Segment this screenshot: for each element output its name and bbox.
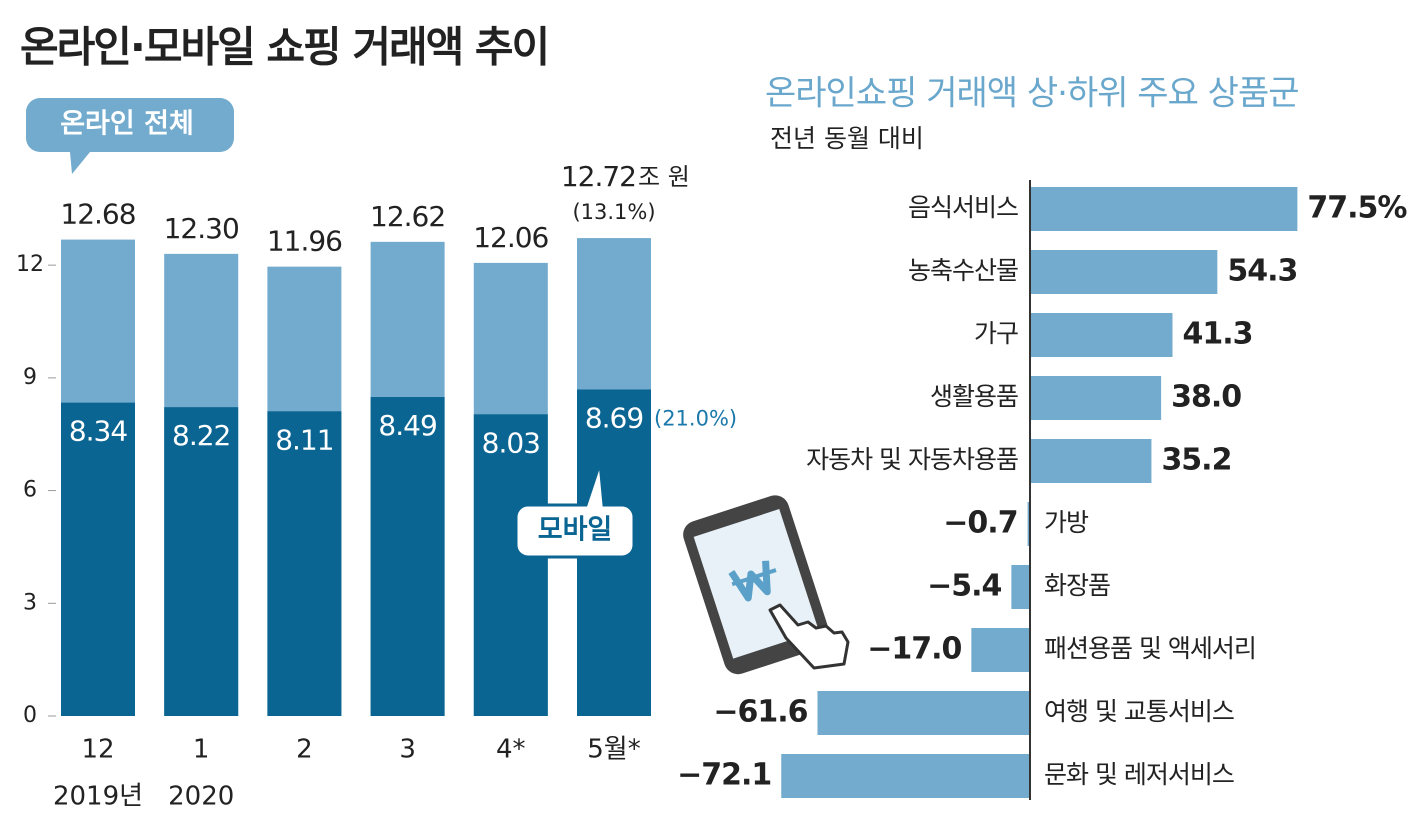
category-label: 생활용품 <box>930 382 1018 411</box>
category-label: 음식서비스 <box>908 193 1018 222</box>
y-tick-label: 9 <box>23 365 37 390</box>
value-label: 35.2 <box>1161 443 1231 478</box>
chart-title: 온라인·모바일 쇼핑 거래액 추이 <box>20 23 548 72</box>
chart-subtitle: 전년 동월 대비 <box>770 124 924 153</box>
value-label: 8.22 <box>172 419 230 452</box>
unit-label: 조 원 <box>638 163 690 191</box>
category-label: 패션용품 및 액세서리 <box>1044 634 1256 663</box>
x-tick-label: 3 <box>399 735 416 765</box>
x-sublabel: 2019년 <box>53 782 143 812</box>
x-tick-label: 5월* <box>587 735 640 765</box>
bar <box>1030 439 1152 483</box>
bar <box>1011 565 1030 609</box>
value-label: 11.96 <box>267 225 342 258</box>
value-label: 8.69 <box>585 402 643 435</box>
x-tick-label: 1 <box>193 735 210 765</box>
x-tick-label: 2 <box>296 735 313 765</box>
bar <box>1030 187 1298 231</box>
category-label: 가방 <box>1044 508 1089 537</box>
legend-label: 모바일 <box>538 515 613 546</box>
legend-label: 온라인 전체 <box>60 109 194 140</box>
category-label: 문화 및 레저서비스 <box>1044 760 1234 789</box>
value-label: 8.11 <box>275 423 333 456</box>
y-tick-label: 3 <box>23 590 37 615</box>
phone-icon <box>683 495 850 675</box>
value-label: 54.3 <box>1227 254 1297 289</box>
value-label: −72.1 <box>677 758 771 793</box>
value-label: −17.0 <box>867 632 961 667</box>
legend-callout <box>514 462 636 559</box>
y-tick-label: 6 <box>23 478 37 503</box>
value-label: 41.3 <box>1182 317 1252 352</box>
bar <box>1027 502 1030 546</box>
value-label: 12.30 <box>164 212 239 245</box>
value-label: 12.68 <box>60 198 135 231</box>
x-sublabel: 2020 <box>168 782 234 812</box>
bar <box>1030 313 1173 357</box>
category-label: 가구 <box>974 319 1018 348</box>
x-tick-label: 12 <box>81 735 114 765</box>
value-label: 8.49 <box>378 409 436 442</box>
bar <box>61 402 135 716</box>
value-label: −0.7 <box>943 506 1017 541</box>
note: (13.1%) <box>572 200 655 224</box>
chart-title: 온라인쇼핑 거래액 상·하위 주요 상품군 <box>765 74 1299 114</box>
value-label: 8.03 <box>482 426 540 459</box>
value-label: 12.62 <box>370 200 445 233</box>
y-tick-label: 0 <box>23 703 37 728</box>
y-tick-label: 12 <box>16 252 44 277</box>
value-label: −61.6 <box>713 695 807 730</box>
value-label: −5.4 <box>927 569 1001 604</box>
bar <box>817 691 1030 735</box>
bar <box>1030 250 1218 294</box>
bar <box>164 407 239 716</box>
value-label: 38.0 <box>1171 380 1241 415</box>
note: (21.0%) <box>654 407 737 431</box>
bar <box>370 397 445 716</box>
bar <box>971 628 1030 672</box>
value-label: 8.34 <box>69 415 128 448</box>
value-label: 77.5% <box>1307 191 1407 226</box>
bar <box>1030 376 1162 420</box>
category-label: 농축수산물 <box>908 256 1018 285</box>
x-tick-label: 4* <box>496 735 526 765</box>
category-label: 여행 및 교통서비스 <box>1044 697 1234 726</box>
category-label: 자동차 및 자동차용품 <box>806 445 1018 474</box>
bar <box>473 414 548 716</box>
bar <box>781 754 1030 798</box>
bar <box>267 411 342 716</box>
value-label: 12.06 <box>473 221 548 254</box>
value-label: 12.72 <box>561 160 636 193</box>
category-label: 화장품 <box>1044 571 1110 600</box>
legend-callout <box>26 98 234 174</box>
